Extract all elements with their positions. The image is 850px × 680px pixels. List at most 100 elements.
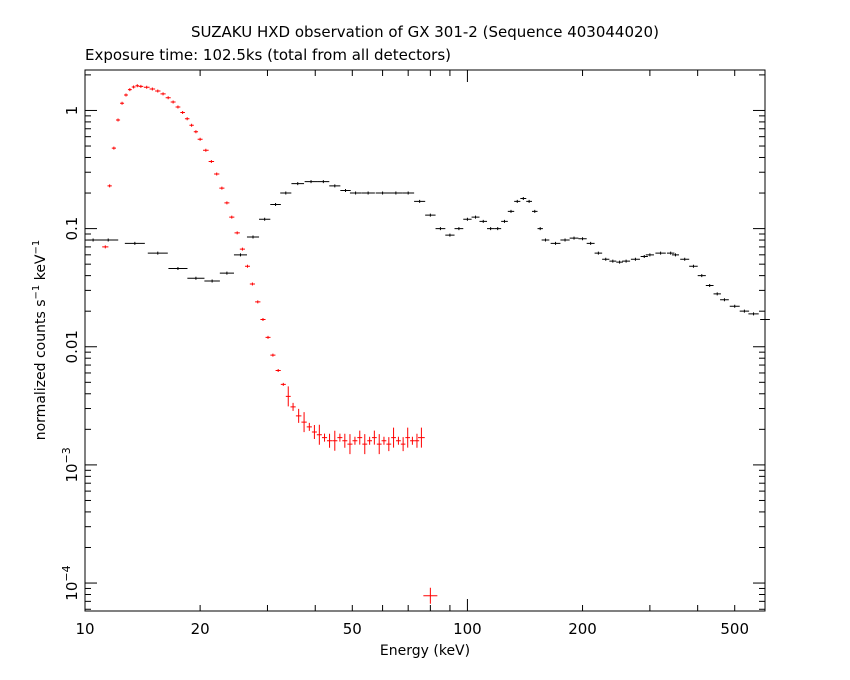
data-point [127, 88, 132, 92]
data-point [170, 100, 176, 104]
data-point [671, 253, 679, 257]
data-point [131, 85, 136, 89]
data-point [526, 199, 532, 203]
data-point [115, 118, 121, 122]
data-point [280, 191, 292, 195]
y-tick-label: 10−3 [60, 447, 81, 482]
data-point [342, 433, 348, 448]
y-tick-label: 1 [63, 106, 81, 116]
data-point [550, 241, 561, 245]
data-point [239, 247, 245, 251]
y-axis-label-sup2: −1 [31, 240, 42, 255]
data-point [135, 84, 140, 88]
data-point [340, 189, 351, 193]
data-point [666, 251, 675, 255]
data-point [155, 89, 161, 93]
data-point [418, 427, 425, 448]
data-point [347, 434, 353, 455]
data-point [265, 335, 271, 339]
data-point [259, 217, 271, 221]
y-axis-label-sup1: −1 [31, 285, 42, 300]
data-point [479, 219, 488, 223]
data-point [317, 180, 330, 184]
data-point [189, 123, 194, 127]
data-point [352, 436, 358, 445]
data-point [208, 159, 215, 163]
data-point [197, 137, 203, 141]
data-point [400, 437, 406, 452]
x-axis-label: Energy (keV) [380, 643, 470, 659]
data-point [569, 236, 579, 240]
data-point [295, 408, 302, 423]
data-point [361, 191, 375, 195]
data-point [255, 300, 261, 304]
data-point [321, 433, 328, 442]
data-point [367, 436, 373, 445]
data-point [285, 386, 291, 407]
data-point [720, 298, 729, 302]
data-point [149, 87, 156, 91]
x-tick-label: 100 [453, 620, 482, 638]
data-point [445, 233, 455, 237]
data-point [705, 283, 714, 287]
data-point [304, 180, 318, 184]
data-point [537, 227, 543, 231]
y-tick-label: 0.1 [63, 217, 81, 241]
data-point [520, 196, 527, 200]
data-point [402, 191, 415, 195]
data-point [306, 422, 312, 431]
data-point [389, 191, 403, 195]
data-point [229, 215, 235, 219]
data-point [362, 434, 368, 455]
data-point [337, 433, 343, 442]
data-point [98, 238, 119, 242]
data-point [124, 241, 145, 245]
x-tick-label: 20 [191, 620, 210, 638]
data-point [291, 182, 305, 186]
data-point [168, 266, 188, 270]
y-tick-base: 10 [63, 582, 81, 601]
data-point [326, 433, 333, 448]
data-point [180, 111, 185, 115]
data-point [311, 424, 317, 439]
data-point [219, 271, 234, 275]
x-tick-label: 50 [343, 620, 362, 638]
data-point [349, 191, 362, 195]
data-point [760, 318, 770, 322]
data-point [630, 257, 640, 261]
data-point [246, 235, 260, 239]
data-point [280, 382, 286, 386]
data-point [507, 209, 515, 213]
data-point [494, 227, 502, 231]
data-point [203, 148, 209, 152]
data-point [560, 238, 570, 242]
data-point [224, 201, 230, 205]
data-point [214, 172, 220, 176]
data-point [107, 184, 112, 188]
data-point [275, 368, 281, 372]
data-point [531, 209, 538, 213]
y-axis-label: normalized counts s−1 keV−1 [31, 240, 49, 441]
data-point [729, 304, 740, 308]
data-point [487, 227, 495, 231]
data-point [219, 186, 225, 190]
data-point [87, 238, 99, 242]
data-point [301, 412, 307, 433]
data-point [332, 430, 338, 451]
chart-title: SUZAKU HXD observation of GX 301-2 (Sequ… [191, 23, 659, 41]
data-point [514, 199, 521, 203]
data-point [234, 231, 240, 235]
data-point [689, 264, 698, 268]
data-point [143, 85, 150, 89]
x-tick-label: 500 [720, 620, 749, 638]
data-point [165, 96, 171, 100]
data-point [578, 237, 587, 241]
data-point [357, 430, 363, 445]
series-1 [87, 180, 770, 322]
y-axis-label-mid: keV [33, 254, 49, 285]
data-point [316, 424, 322, 445]
data-point [147, 251, 168, 255]
plot-frame [84, 69, 766, 612]
y-tick-exponent: −3 [60, 447, 73, 463]
